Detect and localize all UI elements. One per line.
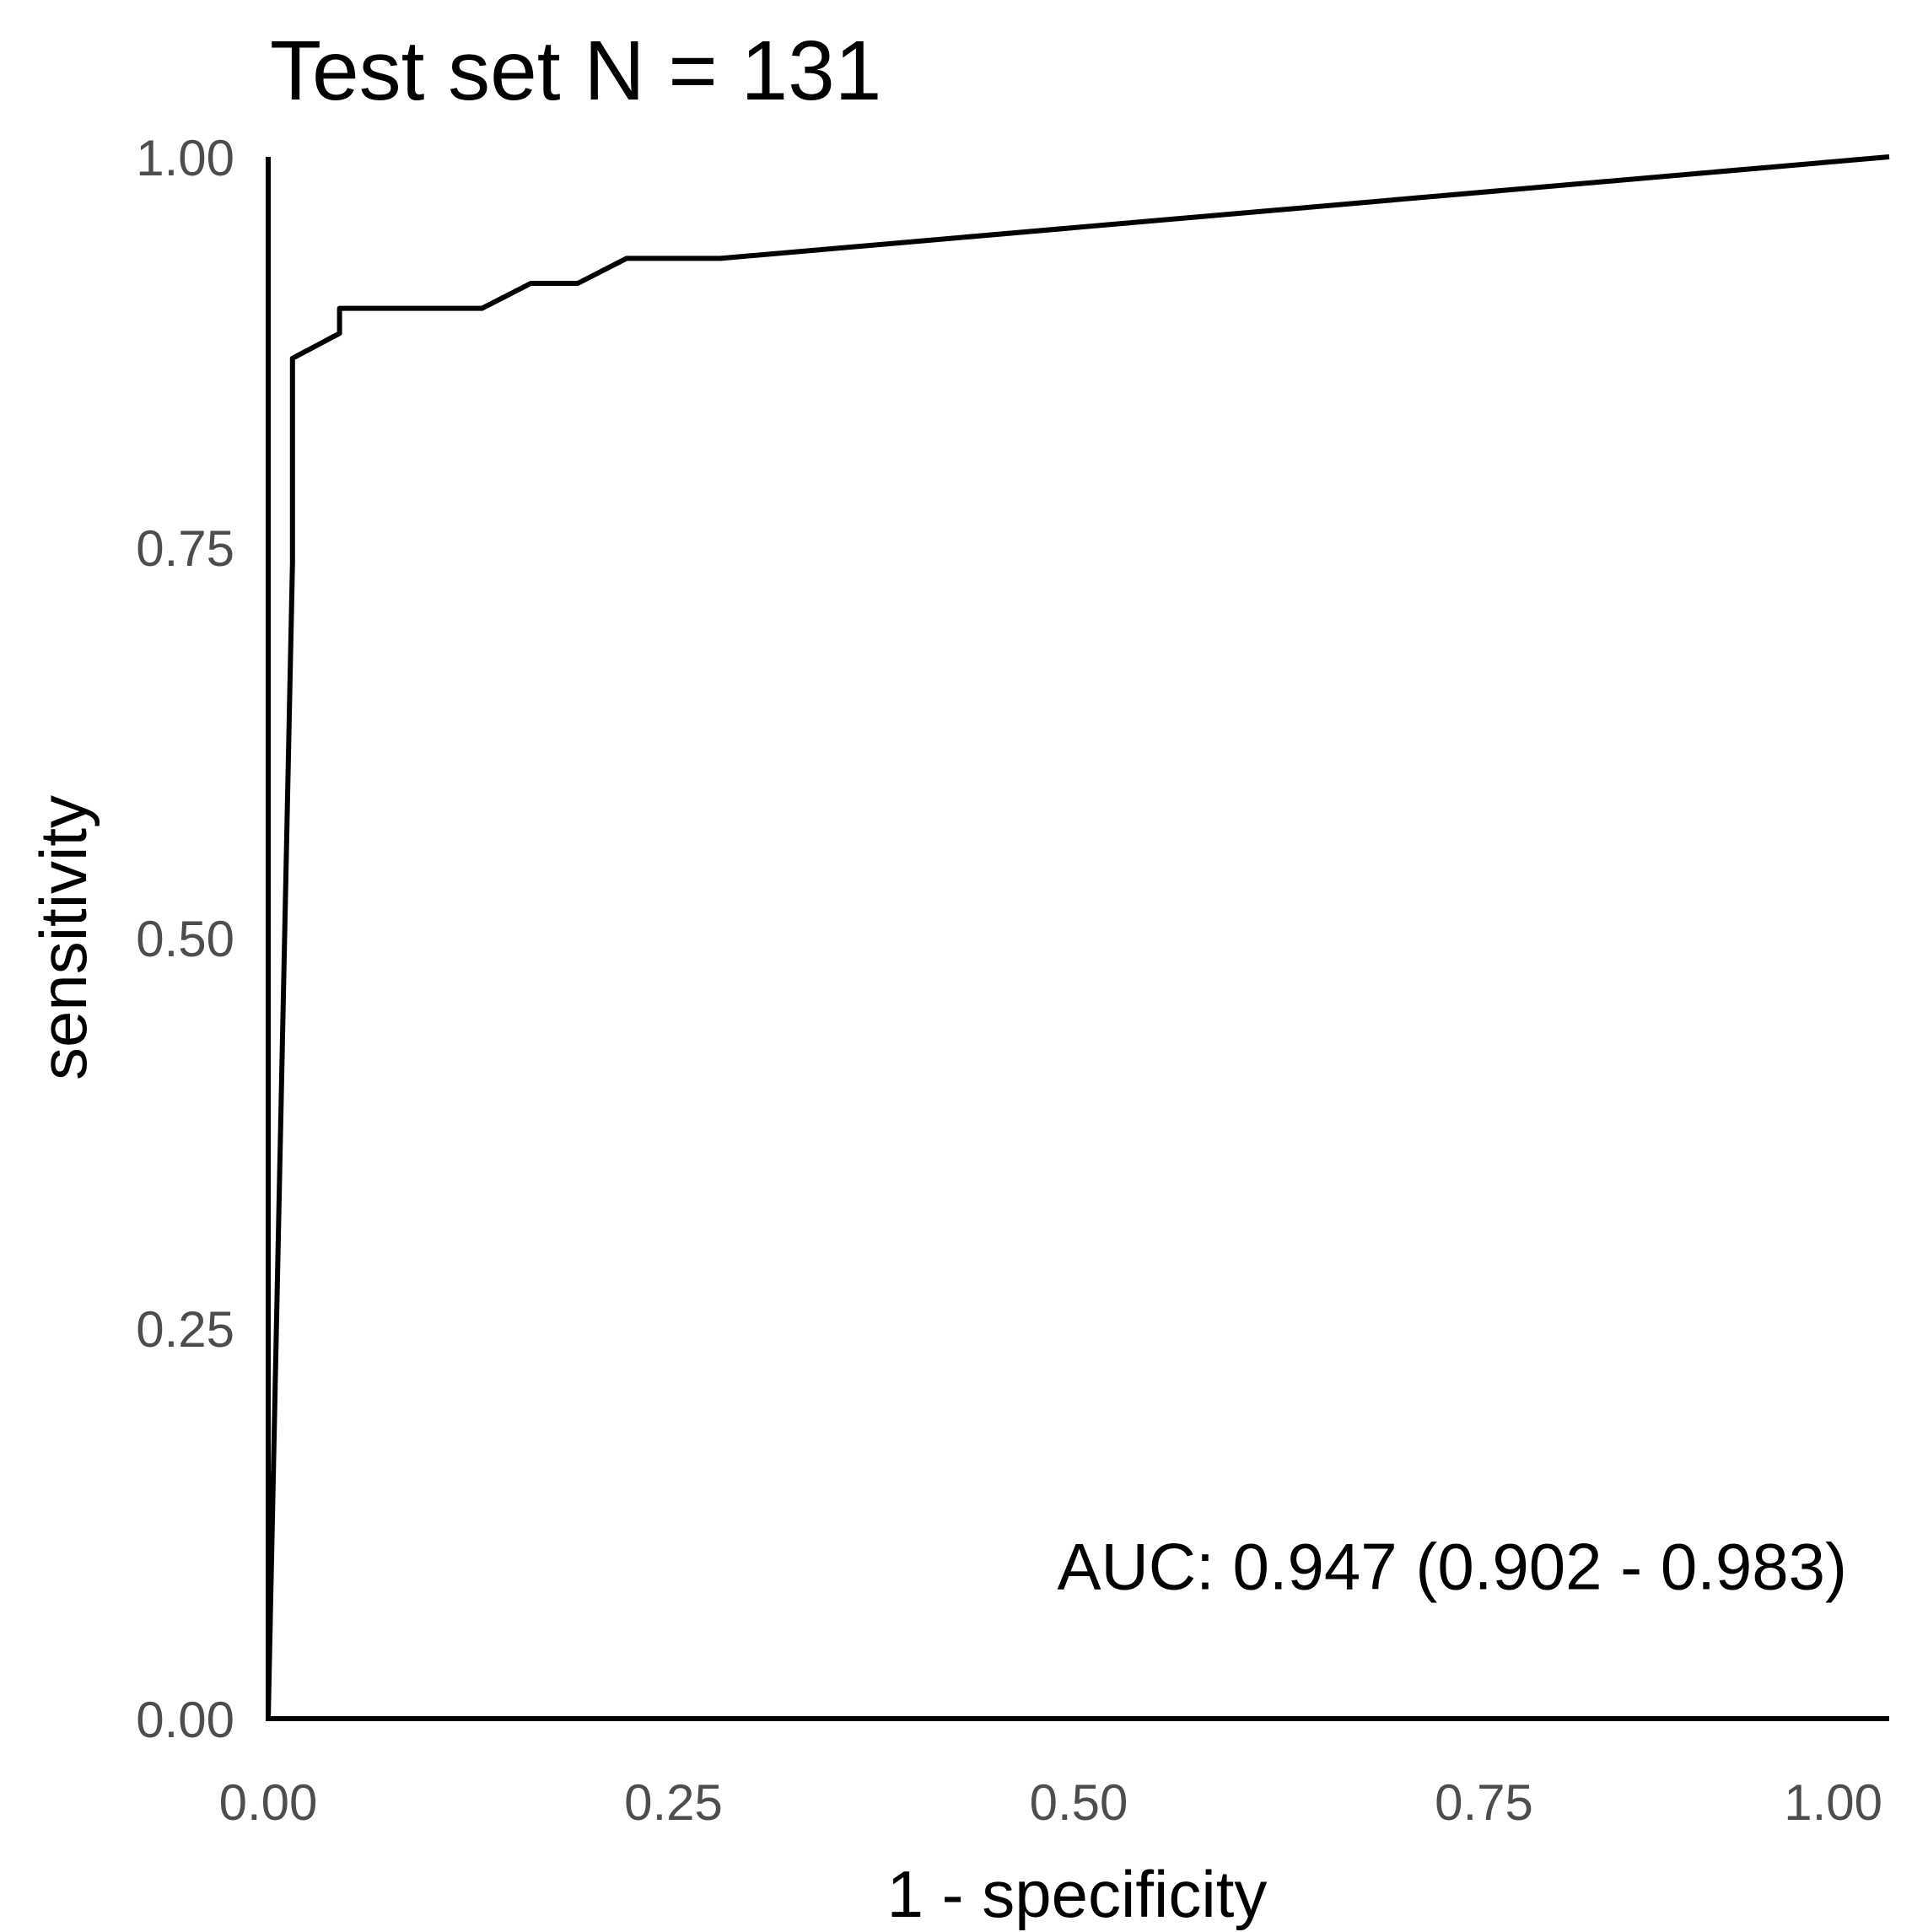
x-axis-ticks: 0.00 0.25 0.50 0.75 1.00 (219, 1774, 1882, 1831)
x-tick-label: 0.50 (1030, 1774, 1128, 1831)
y-tick-label: 1.00 (136, 130, 234, 186)
x-tick-label: 1.00 (1784, 1774, 1882, 1831)
y-tick-label: 0.75 (136, 520, 234, 577)
chart-title: Test set N = 131 (270, 24, 881, 118)
x-axis-label: 1 - specificity (887, 1857, 1268, 1931)
x-tick-label: 0.75 (1435, 1774, 1533, 1831)
y-axis-ticks: 0.00 0.25 0.50 0.75 1.00 (136, 130, 234, 1748)
y-tick-label: 0.00 (136, 1692, 234, 1748)
auc-annotation: AUC: 0.947 (0.902 - 0.983) (1057, 1529, 1847, 1603)
y-tick-label: 0.25 (136, 1301, 234, 1358)
y-axis-label: sensitivity (26, 795, 100, 1080)
x-tick-label: 0.25 (624, 1774, 723, 1831)
x-tick-label: 0.00 (219, 1774, 318, 1831)
y-tick-label: 0.50 (136, 911, 234, 967)
